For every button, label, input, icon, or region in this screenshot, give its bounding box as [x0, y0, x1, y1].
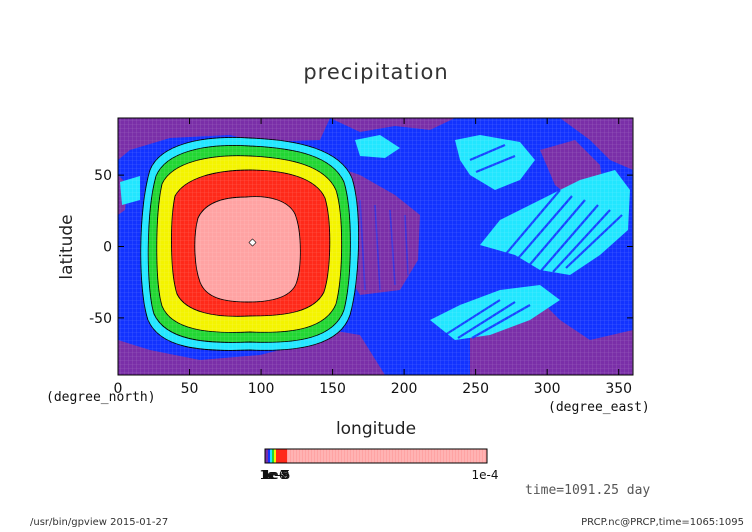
x-tick-label: 200 [391, 381, 418, 397]
x-tick-label: 0 [114, 381, 123, 397]
x-tick-label: 150 [319, 381, 346, 397]
x-axis-label: longitude [335, 419, 417, 439]
footer-left: /usr/bin/gpview 2015-01-27 [30, 517, 169, 528]
grid-overlay [118, 118, 633, 375]
x-tick-label: 50 [181, 381, 199, 397]
chart-title: precipitation [303, 60, 449, 84]
y-axis-label: latitude [57, 214, 77, 279]
x-tick-label: 250 [462, 381, 489, 397]
x-axis: 0 50 100 150 200 250 300 350 [114, 118, 632, 397]
y-tick-label: 0 [103, 240, 112, 256]
y-axis: -50 0 50 [89, 168, 633, 327]
y-tick-label: 50 [94, 168, 112, 184]
time-annotation: time=1091.25 day [525, 483, 651, 498]
x-tick-label: 350 [605, 381, 632, 397]
plot-field [118, 118, 633, 375]
y-tick-label: -50 [89, 311, 112, 327]
footer-right: PRCP.nc@PRCP,time=1065:1095 [581, 517, 744, 528]
x-tick-label: 100 [248, 381, 275, 397]
x-tick-label: 300 [534, 381, 561, 397]
x-unit: (degree_east) [548, 400, 650, 415]
y-unit: (degree_north) [46, 390, 156, 405]
